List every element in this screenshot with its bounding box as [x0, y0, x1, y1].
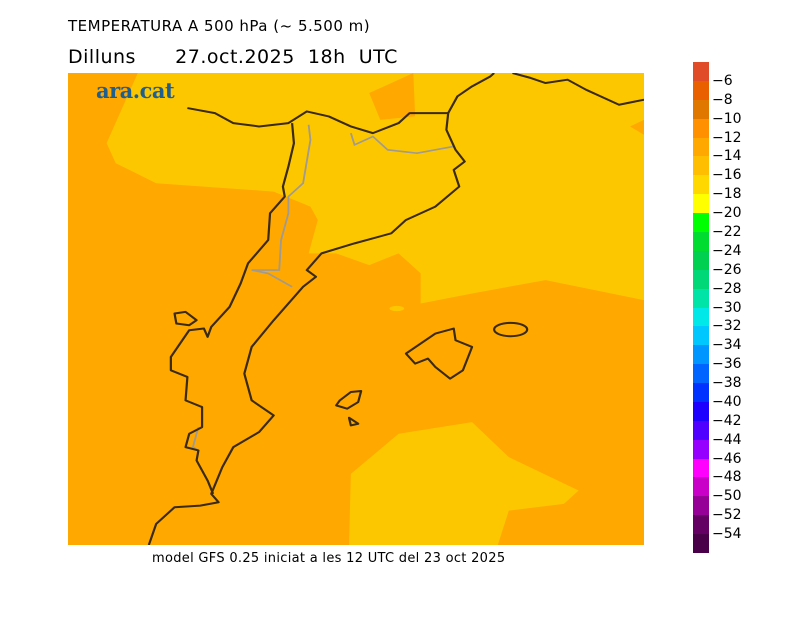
color-scale-band: [693, 250, 709, 271]
color-scale-label: −48: [712, 469, 742, 486]
color-scale-band: [693, 401, 709, 422]
color-scale-band: [693, 420, 709, 441]
color-scale-band: [693, 534, 709, 554]
color-scale-label: −30: [712, 299, 742, 316]
color-scale-label: −54: [712, 526, 742, 543]
map-title: TEMPERATURA A 500 hPa (~ 5.500 m): [68, 17, 371, 35]
color-scale-label: −12: [712, 129, 742, 146]
color-scale-band: [693, 156, 709, 176]
eivissa: [335, 390, 363, 410]
color-scale-bar: [693, 62, 709, 554]
ara-cat-logo: ara.cat: [96, 78, 175, 103]
color-scale-band: [693, 326, 709, 346]
color-scale-label: −8: [712, 91, 733, 108]
mallorca: [404, 327, 474, 380]
small-island: [173, 310, 198, 327]
color-scale-label: −26: [712, 261, 742, 278]
color-scale-band: [693, 364, 709, 384]
map-date: Dilluns 27.oct.2025 18h UTC: [68, 46, 398, 68]
color-scale-label: −18: [712, 186, 742, 203]
color-scale-label: −38: [712, 375, 742, 392]
color-scale-label: −16: [712, 167, 742, 184]
color-scale-label: −42: [712, 412, 742, 429]
color-scale-band: [693, 345, 709, 365]
color-scale-label: −46: [712, 450, 742, 467]
color-scale-label: −20: [712, 205, 742, 222]
color-scale-label: −10: [712, 110, 742, 127]
color-scale-band: [693, 118, 709, 139]
temperature-map: [68, 73, 644, 545]
color-scale-band: [693, 137, 709, 157]
color-scale-band: [693, 288, 709, 308]
color-scale-band: [693, 515, 709, 535]
color-scale-label: −22: [712, 223, 742, 240]
model-info: model GFS 0.25 iniciat a les 12 UTC del …: [152, 551, 506, 566]
color-scale-band: [693, 458, 709, 478]
color-scale-band: [693, 383, 709, 403]
color-scale-band: [693, 99, 709, 120]
color-scale-band: [693, 80, 709, 101]
color-scale-label: −28: [712, 280, 742, 297]
color-scale-band: [693, 175, 709, 195]
color-scale-label: −14: [712, 148, 742, 165]
color-scale-label: −50: [712, 488, 742, 505]
yellow-temperature-zone-north: [106, 73, 644, 304]
yellow-temperature-zone-south: [349, 422, 579, 545]
color-scale-band: [693, 496, 709, 516]
color-scale-band: [693, 307, 709, 327]
color-scale-label: −44: [712, 431, 742, 448]
orange-patch-east: [630, 119, 644, 135]
color-scale-label: −32: [712, 318, 742, 335]
color-scale-band: [693, 269, 709, 290]
color-scale-band: [693, 231, 709, 252]
color-scale-band: [693, 477, 709, 497]
yellow-spot: [389, 305, 405, 312]
color-scale-band: [693, 439, 709, 460]
coastlines: [147, 73, 644, 545]
color-scale-band: [693, 194, 709, 214]
color-scale-label: −34: [712, 337, 742, 354]
color-scale-band: [693, 62, 709, 82]
menorca: [493, 321, 529, 338]
color-scale-band: [693, 213, 709, 233]
color-scale-label: −6: [712, 72, 733, 89]
color-scale-label: −36: [712, 356, 742, 373]
formentera: [347, 416, 360, 427]
color-scale-label: −24: [712, 242, 742, 259]
orange-patch-north: [369, 73, 416, 120]
color-scale-label: −40: [712, 393, 742, 410]
color-scale-label: −52: [712, 507, 742, 524]
